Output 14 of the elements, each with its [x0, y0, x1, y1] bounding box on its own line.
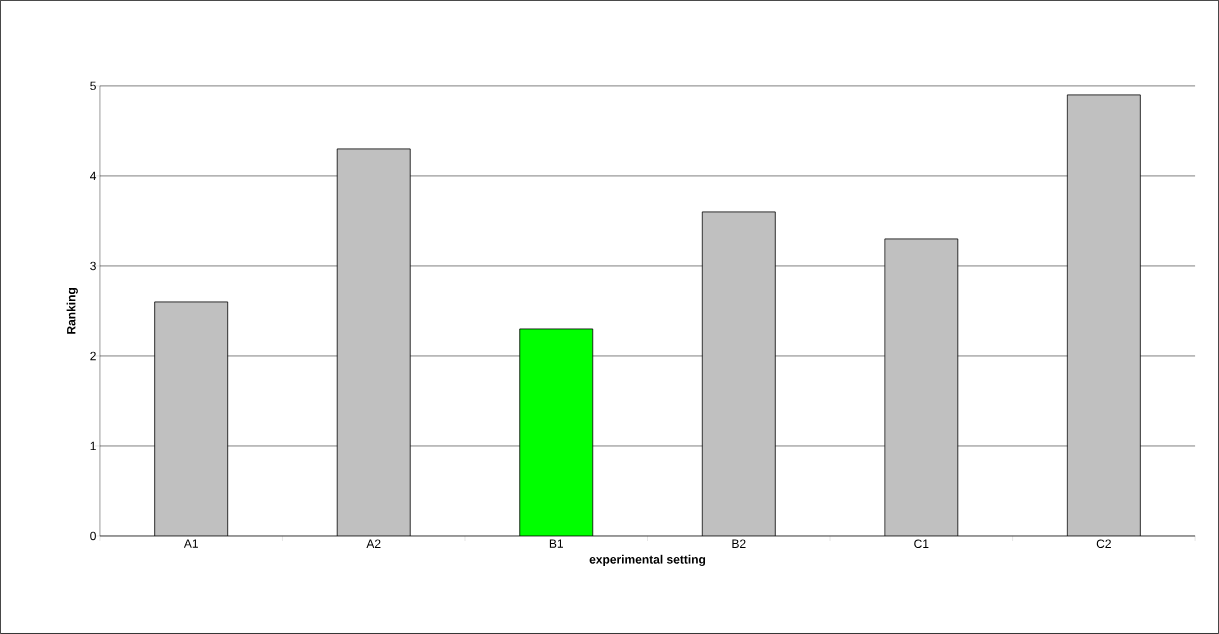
x-tick-label: B1: [549, 539, 564, 548]
x-tick-label: C2: [1096, 539, 1111, 549]
y-tick-label: 0: [90, 531, 96, 541]
x-axis-title: experimental setting: [589, 554, 706, 567]
y-tick-label: 2: [90, 351, 96, 361]
y-tick-label: 5: [90, 81, 96, 91]
y-tick-label: 3: [90, 261, 96, 271]
x-tick-label: C1: [914, 539, 929, 549]
y-tick-label: 4: [90, 171, 97, 181]
y-axis-title: Ranking: [66, 288, 78, 334]
x-tick-label: A2: [366, 539, 381, 548]
x-tick-label: A1: [183, 539, 198, 548]
y-tick-label: 1: [90, 441, 96, 451]
x-tick-label: B2: [732, 539, 746, 548]
